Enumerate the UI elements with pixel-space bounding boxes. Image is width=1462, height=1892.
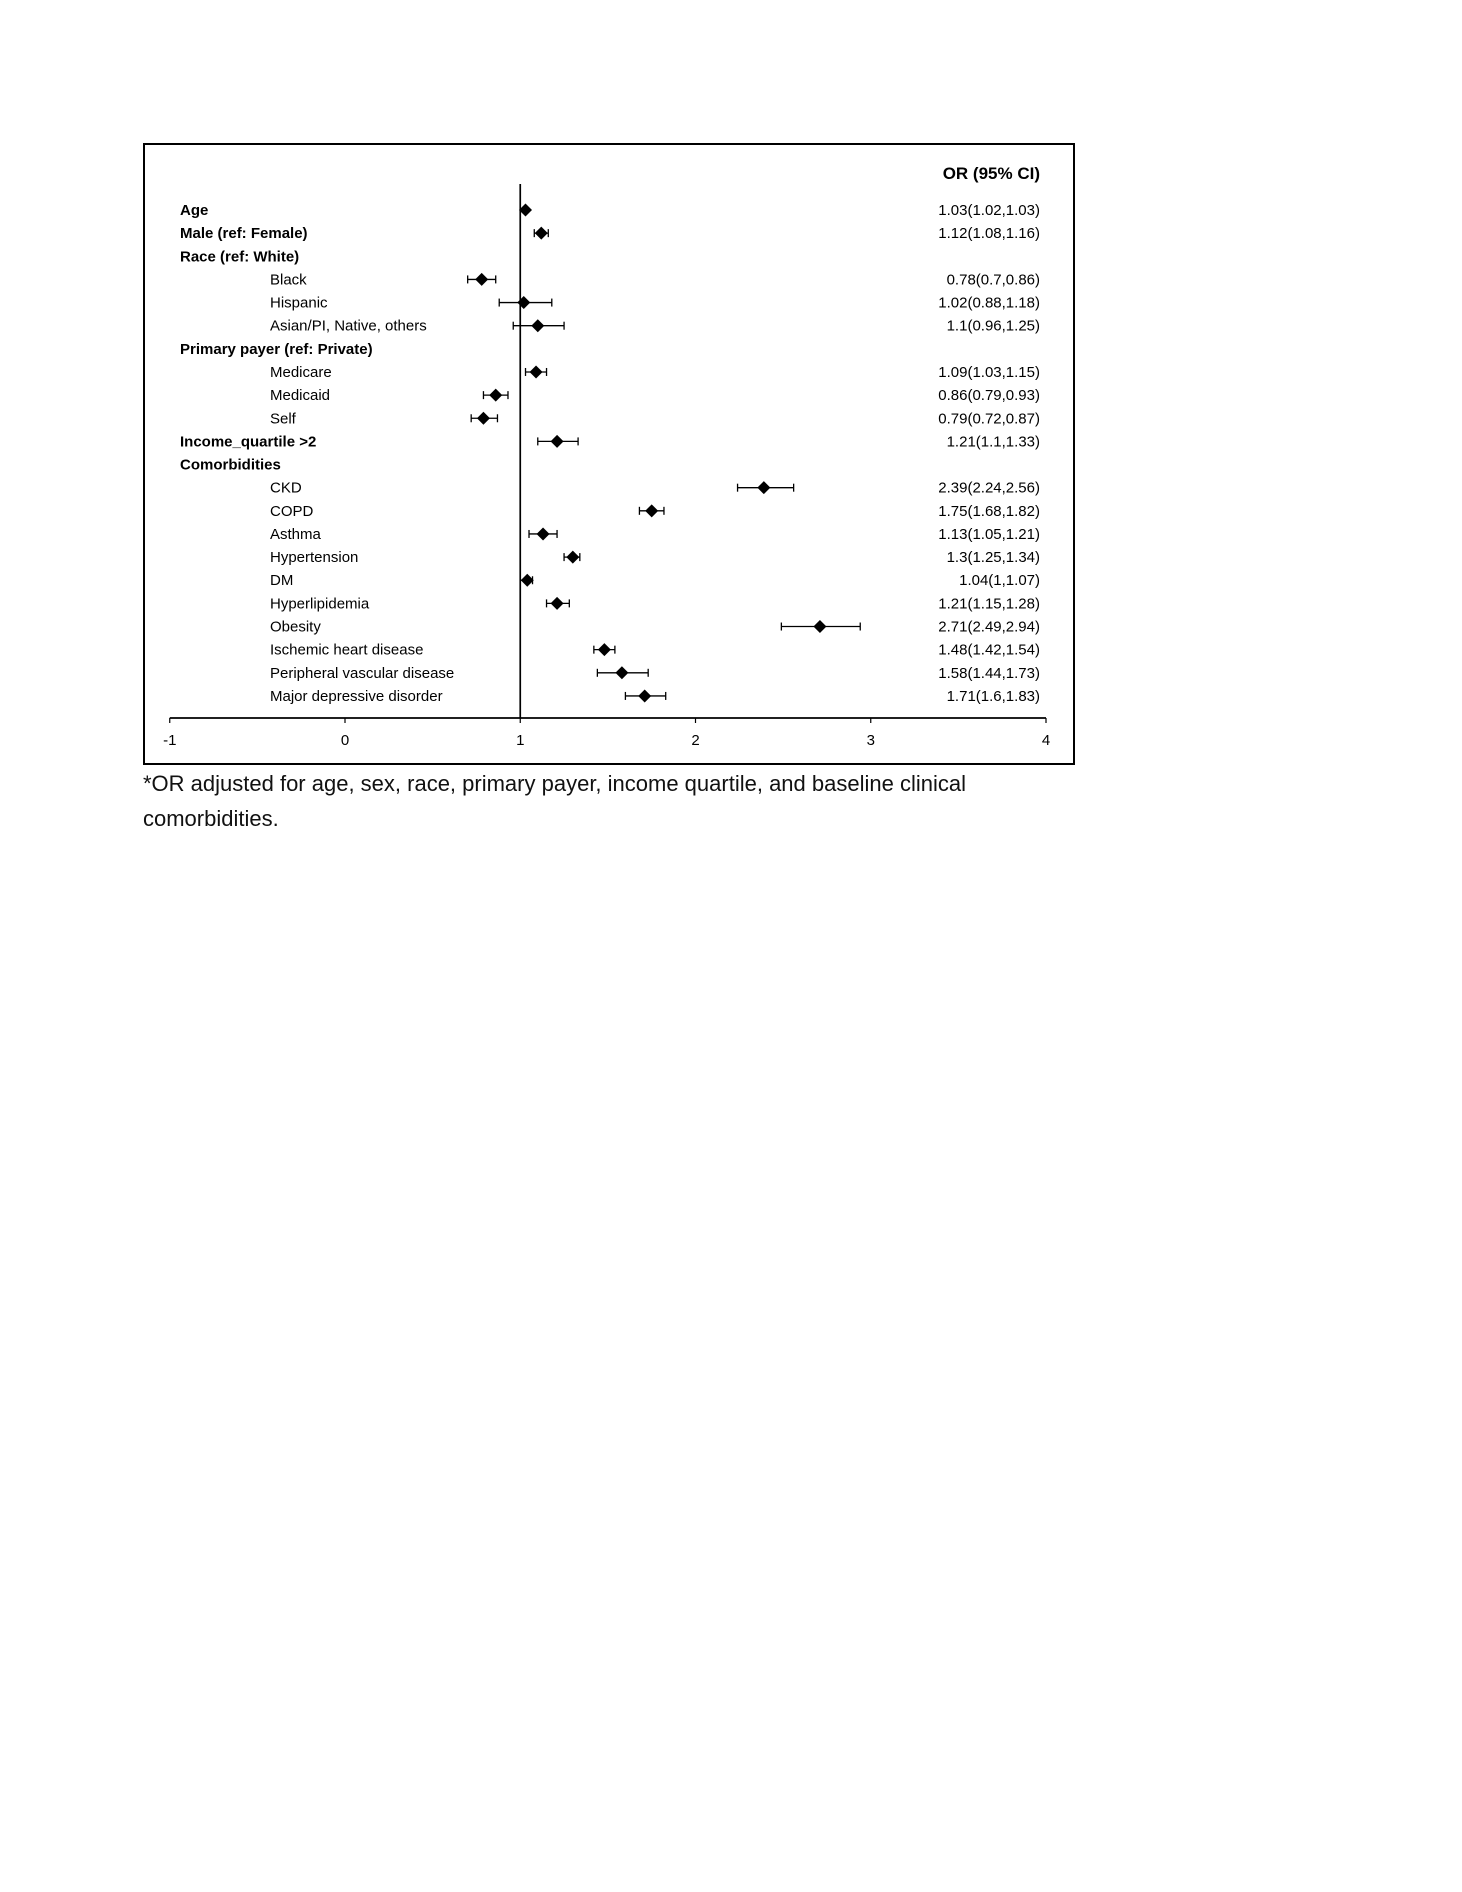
or-marker (536, 527, 550, 541)
row-label: Peripheral vascular disease (270, 665, 454, 682)
or-value: 0.78(0.7,0.86) (947, 271, 1040, 288)
or-value: 1.02(0.88,1.18) (938, 295, 1040, 312)
or-value: 0.86(0.79,0.93) (938, 387, 1040, 404)
or-marker (638, 689, 652, 703)
row-label: Primary payer (ref: Private) (180, 341, 373, 358)
or-marker (529, 365, 543, 379)
or-value: 1.12(1.08,1.16) (938, 225, 1040, 242)
or-marker (566, 550, 580, 564)
or-marker (489, 388, 503, 402)
x-tick-label: 2 (691, 732, 699, 749)
row-label: Asian/PI, Native, others (270, 318, 427, 335)
or-value: 1.13(1.05,1.21) (938, 526, 1040, 543)
x-tick-label: 0 (341, 732, 349, 749)
x-tick-label: 3 (867, 732, 875, 749)
row-label: Major depressive disorder (270, 688, 443, 705)
row-label: COPD (270, 503, 314, 520)
or-marker (517, 296, 531, 310)
row-label: Hypertension (270, 549, 358, 566)
column-header-or-ci: OR (95% CI) (943, 164, 1040, 183)
or-value: 1.03(1.02,1.03) (938, 202, 1040, 219)
or-marker (550, 434, 564, 448)
row-label: Male (ref: Female) (180, 225, 308, 242)
or-marker (645, 504, 659, 518)
or-marker (813, 620, 827, 634)
or-marker (531, 319, 545, 333)
or-value: 1.09(1.03,1.15) (938, 364, 1040, 381)
x-tick-label: -1 (163, 732, 176, 749)
or-marker (520, 573, 534, 587)
or-value: 0.79(0.72,0.87) (938, 410, 1040, 427)
row-label: Medicare (270, 364, 332, 381)
row-label: DM (270, 572, 293, 589)
or-marker (615, 666, 629, 680)
row-label: Medicaid (270, 387, 330, 404)
or-value: 2.71(2.49,2.94) (938, 619, 1040, 636)
or-marker (550, 596, 564, 610)
or-value: 1.04(1,1.07) (959, 572, 1040, 589)
footnote: *OR adjusted for age, sex, race, primary… (143, 771, 966, 832)
row-label: CKD (270, 480, 302, 497)
or-marker (757, 481, 771, 495)
or-marker (534, 226, 548, 240)
row-label: Hyperlipidemia (270, 595, 370, 612)
or-marker (475, 272, 489, 286)
x-tick-label: 4 (1042, 732, 1050, 749)
row-label: Age (180, 202, 208, 219)
or-marker (519, 203, 533, 217)
forest-plot: OR (95% CI) -1 0 1 2 3 4 Age 1.03(1.02,1.03) Male… (143, 143, 1075, 765)
or-marker (597, 643, 611, 657)
row-label: Obesity (270, 619, 321, 636)
row-label: Self (270, 410, 297, 427)
row-label: Black (270, 271, 307, 288)
x-tick-label: 1 (516, 732, 524, 749)
or-value: 1.3(1.25,1.34) (947, 549, 1040, 566)
row-label: Asthma (270, 526, 322, 543)
forest-plot-svg: OR (95% CI) -1 0 1 2 3 4 Age 1.03(1.02,1.03) Male… (163, 164, 1050, 749)
or-value: 1.75(1.68,1.82) (938, 503, 1040, 520)
or-value: 1.58(1.44,1.73) (938, 665, 1040, 682)
row-label: Race (ref: White) (180, 248, 299, 265)
or-value: 1.21(1.15,1.28) (938, 595, 1040, 612)
row-label: Comorbidities (180, 457, 281, 474)
or-marker (476, 411, 490, 425)
or-value: 1.71(1.6,1.83) (947, 688, 1040, 705)
or-value: 2.39(2.24,2.56) (938, 480, 1040, 497)
or-value: 1.48(1.42,1.54) (938, 642, 1040, 659)
row-label: Hispanic (270, 295, 328, 312)
row-label: Ischemic heart disease (270, 642, 423, 659)
or-value: 1.1(0.96,1.25) (947, 318, 1040, 335)
or-value: 1.21(1.1,1.33) (947, 433, 1040, 450)
row-label: Income_quartile >2 (180, 433, 316, 450)
